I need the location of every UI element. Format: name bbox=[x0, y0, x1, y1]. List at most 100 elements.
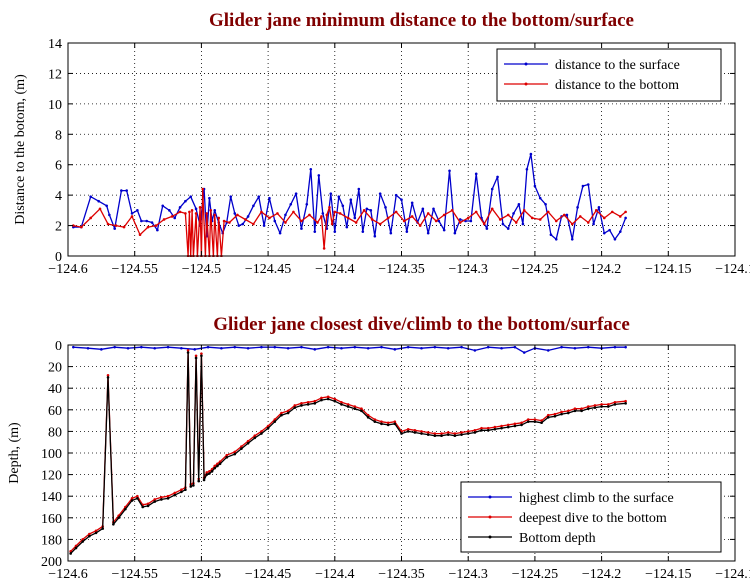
data-point-distance-to-the-bottom bbox=[154, 224, 158, 227]
data-point-distance-to-the-surface bbox=[349, 198, 353, 202]
data-point-distance-to-the-surface bbox=[490, 187, 494, 191]
chart-title: Glider jane minimum distance to the bott… bbox=[209, 10, 634, 31]
data-point-highest-climb-to-the-surface bbox=[340, 346, 343, 350]
data-point-deepest-dive-to-the-bottom bbox=[216, 462, 219, 466]
data-point-distance-to-the-bottom bbox=[506, 213, 510, 217]
data-point-bottom-depth bbox=[205, 473, 209, 476]
data-point-distance-to-the-surface bbox=[313, 230, 317, 233]
data-point-bottom-depth bbox=[210, 470, 214, 473]
data-point-bottom-depth bbox=[406, 430, 410, 433]
data-point-distance-to-the-surface bbox=[389, 231, 393, 235]
data-point-highest-climb-to-the-surface bbox=[246, 346, 250, 350]
data-point-distance-to-the-bottom bbox=[522, 209, 526, 212]
data-point-distance-to-the-surface bbox=[161, 204, 165, 208]
data-point-distance-to-the-surface bbox=[241, 222, 245, 226]
data-point-deepest-dive-to-the-bottom bbox=[406, 427, 410, 431]
data-point-bottom-depth bbox=[573, 409, 577, 413]
data-point-distance-to-the-surface bbox=[394, 193, 398, 197]
series-group bbox=[72, 152, 627, 257]
data-point-bottom-depth bbox=[533, 420, 537, 423]
data-point-deepest-dive-to-the-bottom bbox=[286, 409, 290, 413]
data-point-highest-climb-to-the-surface bbox=[613, 345, 617, 349]
data-point-deepest-dive-to-the-bottom bbox=[426, 431, 430, 434]
x-tick-label: −124.2 bbox=[582, 567, 621, 582]
data-point-distance-to-the-surface bbox=[597, 206, 601, 209]
data-point-distance-to-the-bottom bbox=[554, 219, 558, 223]
data-point-distance-to-the-surface bbox=[517, 202, 521, 206]
data-point-deepest-dive-to-the-bottom bbox=[333, 397, 337, 401]
legend-marker bbox=[524, 62, 528, 66]
data-point-bottom-depth bbox=[101, 527, 104, 530]
data-point-distance-to-the-bottom bbox=[624, 210, 627, 214]
data-point-deepest-dive-to-the-bottom bbox=[186, 349, 190, 352]
data-point-bottom-depth bbox=[233, 452, 237, 456]
data-point-highest-climb-to-the-surface bbox=[546, 349, 550, 352]
data-point-bottom-depth bbox=[393, 422, 397, 426]
data-point-distance-to-the-surface bbox=[113, 227, 116, 230]
data-point-distance-to-the-surface bbox=[529, 152, 533, 156]
data-point-distance-to-the-bottom bbox=[146, 225, 150, 229]
data-point-bottom-depth bbox=[225, 456, 229, 459]
data-point-deepest-dive-to-the-bottom bbox=[153, 498, 157, 501]
data-point-bottom-depth bbox=[613, 403, 617, 406]
data-point-distance-to-the-surface bbox=[300, 227, 303, 230]
data-point-distance-to-the-bottom bbox=[308, 213, 311, 217]
data-point-deepest-dive-to-the-bottom bbox=[624, 399, 627, 403]
data-point-deepest-dive-to-the-bottom bbox=[273, 418, 277, 421]
data-point-bottom-depth bbox=[460, 433, 463, 436]
data-point-deepest-dive-to-the-bottom bbox=[373, 418, 377, 421]
data-point-deepest-dive-to-the-bottom bbox=[506, 423, 510, 427]
data-point-distance-to-the-bottom bbox=[284, 221, 287, 224]
data-point-bottom-depth bbox=[326, 397, 330, 401]
data-point-deepest-dive-to-the-bottom bbox=[520, 421, 523, 425]
data-point-distance-to-the-bottom bbox=[228, 221, 231, 224]
data-point-bottom-depth bbox=[124, 507, 127, 511]
data-point-distance-to-the-bottom bbox=[222, 219, 226, 223]
data-point-deepest-dive-to-the-bottom bbox=[306, 400, 310, 404]
x-tick-label: −124.3 bbox=[448, 567, 487, 582]
data-point-distance-to-the-bottom bbox=[594, 209, 598, 212]
data-point-distance-to-the-surface bbox=[506, 227, 510, 230]
data-point-bottom-depth bbox=[202, 478, 206, 482]
data-point-distance-to-the-surface bbox=[448, 169, 451, 173]
data-point-distance-to-the-bottom bbox=[514, 221, 518, 224]
data-point-deepest-dive-to-the-bottom bbox=[366, 413, 370, 417]
data-point-distance-to-the-bottom bbox=[338, 212, 342, 215]
data-point-bottom-depth bbox=[426, 433, 430, 436]
data-point-distance-to-the-bottom bbox=[170, 215, 174, 218]
data-point-distance-to-the-surface bbox=[329, 192, 333, 195]
data-point-bottom-depth bbox=[240, 447, 243, 450]
data-point-highest-climb-to-the-surface bbox=[273, 345, 277, 349]
data-point-distance-to-the-surface bbox=[237, 224, 241, 227]
data-point-bottom-depth bbox=[273, 420, 277, 423]
data-point-bottom-depth bbox=[200, 354, 203, 358]
data-point-distance-to-the-surface bbox=[565, 213, 569, 217]
data-point-distance-to-the-bottom bbox=[450, 209, 454, 212]
y-tick-label: 4 bbox=[55, 189, 62, 204]
data-point-bottom-depth bbox=[146, 504, 150, 508]
data-point-highest-climb-to-the-surface bbox=[446, 346, 450, 350]
data-point-bottom-depth bbox=[453, 434, 457, 438]
data-point-highest-climb-to-the-surface bbox=[366, 346, 370, 350]
x-tick-label: −124.25 bbox=[512, 567, 558, 582]
x-tick-label: −124.6 bbox=[48, 262, 87, 277]
data-point-bottom-depth bbox=[266, 426, 270, 430]
data-point-distance-to-the-surface bbox=[168, 209, 171, 212]
data-point-distance-to-the-surface bbox=[125, 189, 128, 192]
y-axis-label: Distance to the botom, (m) bbox=[13, 74, 28, 225]
data-point-deepest-dive-to-the-bottom bbox=[233, 450, 237, 454]
data-point-bottom-depth bbox=[186, 351, 190, 354]
data-point-highest-climb-to-the-surface bbox=[393, 348, 397, 351]
data-point-distance-to-the-surface bbox=[284, 213, 287, 217]
data-point-distance-to-the-bottom bbox=[498, 218, 502, 221]
data-point-bottom-depth bbox=[208, 472, 211, 475]
data-point-deepest-dive-to-the-bottom bbox=[600, 403, 603, 406]
x-tick-label: −124.6 bbox=[48, 567, 87, 582]
data-point-distance-to-the-surface bbox=[120, 189, 123, 192]
y-tick-label: 14 bbox=[48, 37, 62, 52]
y-tick-label: 100 bbox=[41, 447, 62, 462]
y-tick-label: 60 bbox=[48, 404, 62, 419]
data-point-distance-to-the-bottom bbox=[194, 212, 198, 215]
data-point-distance-to-the-surface bbox=[213, 209, 217, 212]
data-point-distance-to-the-bottom bbox=[346, 216, 350, 220]
